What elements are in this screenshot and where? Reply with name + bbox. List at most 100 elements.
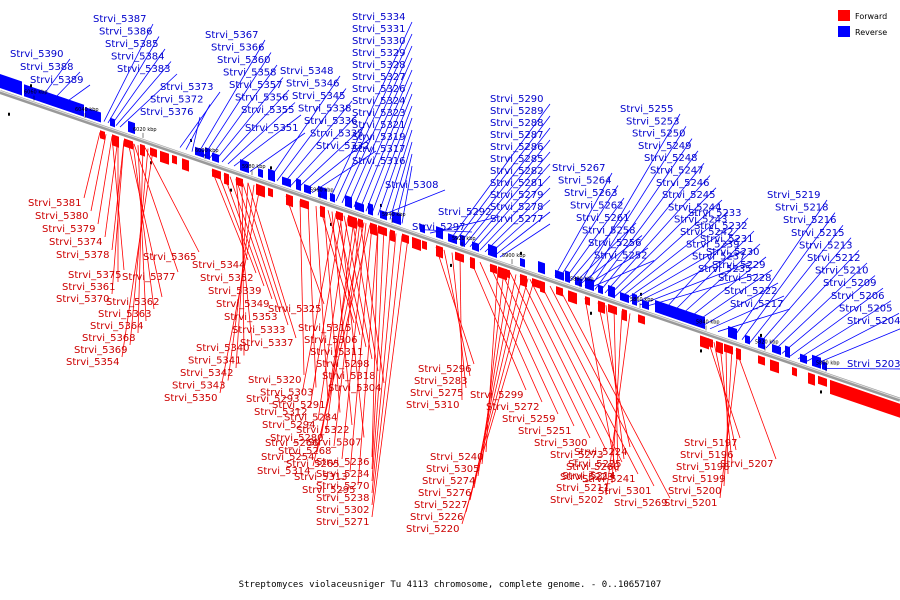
tick-label: 6040 kbp	[75, 107, 99, 113]
leader-line	[719, 350, 739, 499]
reverse-gene-label: Strvi_5250	[632, 129, 686, 140]
forward-gene-label: Strvi_5299	[470, 390, 524, 401]
misc-feature-mark	[820, 390, 822, 394]
leader-line	[371, 231, 391, 482]
leader-line	[227, 102, 296, 165]
leader-line	[371, 235, 403, 506]
forward-gene-label: Strvi_5310	[406, 400, 460, 411]
forward-gene-label: Strvi_5234	[316, 469, 370, 480]
leader-line	[285, 195, 325, 305]
forward-gene-label: Strvi_5260	[566, 462, 620, 473]
forward-gene-block	[622, 308, 627, 322]
forward-gene-label: Strvi_5314	[257, 466, 311, 477]
leader-line	[351, 218, 379, 372]
leader-line	[464, 139, 551, 246]
forward-gene-label: Strvi_5350	[164, 393, 218, 404]
misc-feature-mark	[520, 251, 522, 255]
leader-line	[311, 150, 377, 194]
leader-line	[371, 229, 385, 470]
reverse-gene-label: Strvi_5252	[594, 251, 648, 262]
leader-line	[221, 89, 290, 163]
leader-line	[341, 223, 367, 460]
reverse-gene-label: Strvi_5360	[217, 55, 271, 66]
leader-line	[614, 199, 723, 297]
leader-line	[249, 132, 306, 172]
reverse-gene-label: Strvi_5205	[839, 303, 893, 314]
reverse-gene-label: Strvi_5245	[662, 190, 716, 201]
forward-gene-label: Strvi_5238	[316, 493, 370, 504]
reverse-gene-label: Strvi_5217	[730, 299, 784, 310]
reverse-gene-label: Strvi_5228	[718, 273, 772, 284]
leader-line	[773, 262, 868, 351]
reverse-gene-label: Strvi_5326	[352, 84, 406, 95]
forward-gene-label: Strvi_5353	[224, 312, 278, 323]
reverse-gene-label: Strvi_5279	[490, 190, 544, 201]
forward-gene-block	[286, 193, 293, 208]
leader-line	[609, 187, 717, 295]
forward-gene-block	[412, 236, 421, 251]
forward-gene-label: Strvi_5311	[310, 347, 364, 358]
reverse-gene-label: Strvi_5255	[620, 104, 674, 115]
leader-line	[371, 227, 379, 458]
forward-gene-block	[182, 158, 189, 172]
reverse-gene-label: Strvi_5287	[490, 130, 544, 141]
leader-line	[331, 211, 353, 426]
leader-line	[395, 153, 413, 222]
leader-line	[49, 71, 81, 104]
leader-line	[241, 180, 289, 326]
forward-gene-block	[490, 263, 497, 274]
reverse-gene-label: Strvi_5390	[10, 49, 64, 60]
leader-line	[327, 210, 361, 336]
leader-line	[717, 308, 791, 332]
leader-line	[435, 246, 475, 365]
leader-line	[127, 141, 163, 298]
reverse-gene-block	[110, 117, 115, 128]
reverse-gene-label: Strvi_5242	[680, 227, 734, 238]
reverse-gene-label: Strvi_5256	[588, 238, 642, 249]
reverse-gene-label: Strvi_5249	[638, 141, 692, 152]
leader-line	[789, 287, 884, 357]
leader-line	[223, 174, 265, 287]
leader-line	[459, 255, 463, 401]
forward-gene-label: Strvi_5365	[143, 252, 197, 263]
legend-forward-swatch	[838, 10, 850, 21]
reverse-gene-block	[212, 152, 219, 163]
reverse-gene-label: Strvi_5267	[552, 163, 606, 174]
reverse-gene-label: Strvi_5356	[235, 93, 289, 104]
forward-gene-block	[708, 338, 713, 348]
forward-gene-block	[320, 205, 325, 219]
reverse-gene-label: Strvi_5292	[438, 207, 492, 218]
forward-gene-block	[150, 147, 157, 158]
leader-line	[359, 81, 413, 210]
forward-gene-block	[224, 172, 229, 186]
forward-gene-label: Strvi_5240	[430, 452, 484, 463]
reverse-gene-label: Strvi_5248	[644, 153, 698, 164]
reverse-gene-label: Strvi_5258	[582, 226, 636, 237]
forward-gene-label: Strvi_5344	[192, 260, 246, 271]
reverse-gene-label: Strvi_5316	[352, 156, 406, 167]
forward-gene-label: Strvi_5378	[56, 250, 110, 261]
tick-label: 5960 kbp	[310, 187, 334, 193]
forward-gene-label: Strvi_5315	[298, 323, 352, 334]
leader-line	[211, 170, 249, 261]
reverse-gene-label: Strvi_5383	[117, 64, 171, 75]
forward-gene-label: Strvi_5303	[260, 388, 314, 399]
leader-line	[215, 77, 284, 161]
leader-line	[569, 210, 631, 282]
leader-line	[574, 222, 637, 283]
forward-gene-block	[300, 198, 309, 210]
legend-reverse-swatch	[838, 26, 850, 37]
reverse-gene-label: Strvi_5286	[490, 142, 544, 153]
leader-line	[401, 165, 413, 224]
forward-gene-block	[172, 154, 177, 165]
forward-gene-block	[556, 286, 563, 297]
leader-line	[554, 172, 613, 277]
reverse-gene-block	[345, 194, 352, 209]
reverse-gene-label: Strvi_5232	[694, 221, 748, 232]
leader-line	[299, 200, 305, 376]
tick-label: 5860 kbp	[630, 297, 654, 303]
leader-line	[309, 214, 343, 408]
misc-feature-mark	[640, 292, 642, 296]
reverse-gene-block	[268, 168, 275, 183]
leader-line	[111, 48, 166, 125]
